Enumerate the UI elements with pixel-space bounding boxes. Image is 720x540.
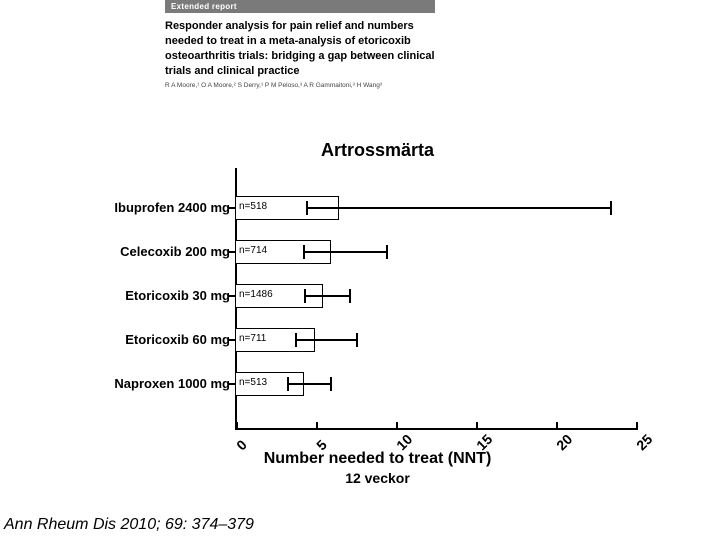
error-cap-hi [356,333,358,347]
error-cap-hi [330,377,332,391]
chart-row: Etoricoxib 60 mg n=711 [70,318,635,362]
paper-authors: R A Moore,¹ O A Moore,² S Derry,¹ P M Pe… [165,82,435,89]
x-tick [316,422,318,430]
error-bar [288,383,331,385]
paper-title: Responder analysis for pain relief and n… [165,19,435,78]
error-bar [305,295,350,297]
row-label: Celecoxib 200 mg [70,244,230,259]
row-label: Naproxen 1000 mg [70,376,230,391]
x-tick [476,422,478,430]
row-label: Etoricoxib 30 mg [70,288,230,303]
n-label: n=711 [239,333,266,344]
x-tick [636,422,638,430]
error-cap-lo [304,289,306,303]
x-axis-title: Number needed to treat (NNT) [95,450,660,468]
error-cap-lo [295,333,297,347]
x-tick [236,422,238,430]
chart-row: Ibuprofen 2400 mg n=518 [70,186,635,230]
n-label: n=518 [239,201,267,212]
chart-row: Celecoxib 200 mg n=714 [70,230,635,274]
n-label: n=513 [239,377,267,388]
chart-row: Etoricoxib 30 mg n=1486 [70,274,635,318]
chart-area: Artrossmärta 0510152025 Ibuprofen 2400 m… [70,140,635,510]
x-tick [556,422,558,430]
chart-title: Artrossmärta [95,140,660,161]
x-tick [396,422,398,430]
slide: Extended report Responder analysis for p… [0,0,720,540]
error-bar [296,339,357,341]
row-label: Etoricoxib 60 mg [70,332,230,347]
n-label: n=714 [239,245,267,256]
error-bar [304,251,387,253]
plot: 0510152025 Ibuprofen 2400 mgn=518Celecox… [70,168,635,428]
error-cap-lo [306,201,308,215]
error-cap-hi [610,201,612,215]
chart-row: Naproxen 1000 mg n=513 [70,362,635,406]
citation: Ann Rheum Dis 2010; 69: 374–379 [4,516,254,534]
error-cap-lo [287,377,289,391]
error-cap-lo [303,245,305,259]
error-cap-hi [386,245,388,259]
row-label: Ibuprofen 2400 mg [70,200,230,215]
weeks-label: 12 veckor [95,470,660,486]
error-cap-hi [349,289,351,303]
n-label: n=1486 [239,289,273,300]
paper-header: Extended report Responder analysis for p… [165,0,435,89]
extended-report-bar: Extended report [165,0,435,13]
error-bar [307,207,611,209]
